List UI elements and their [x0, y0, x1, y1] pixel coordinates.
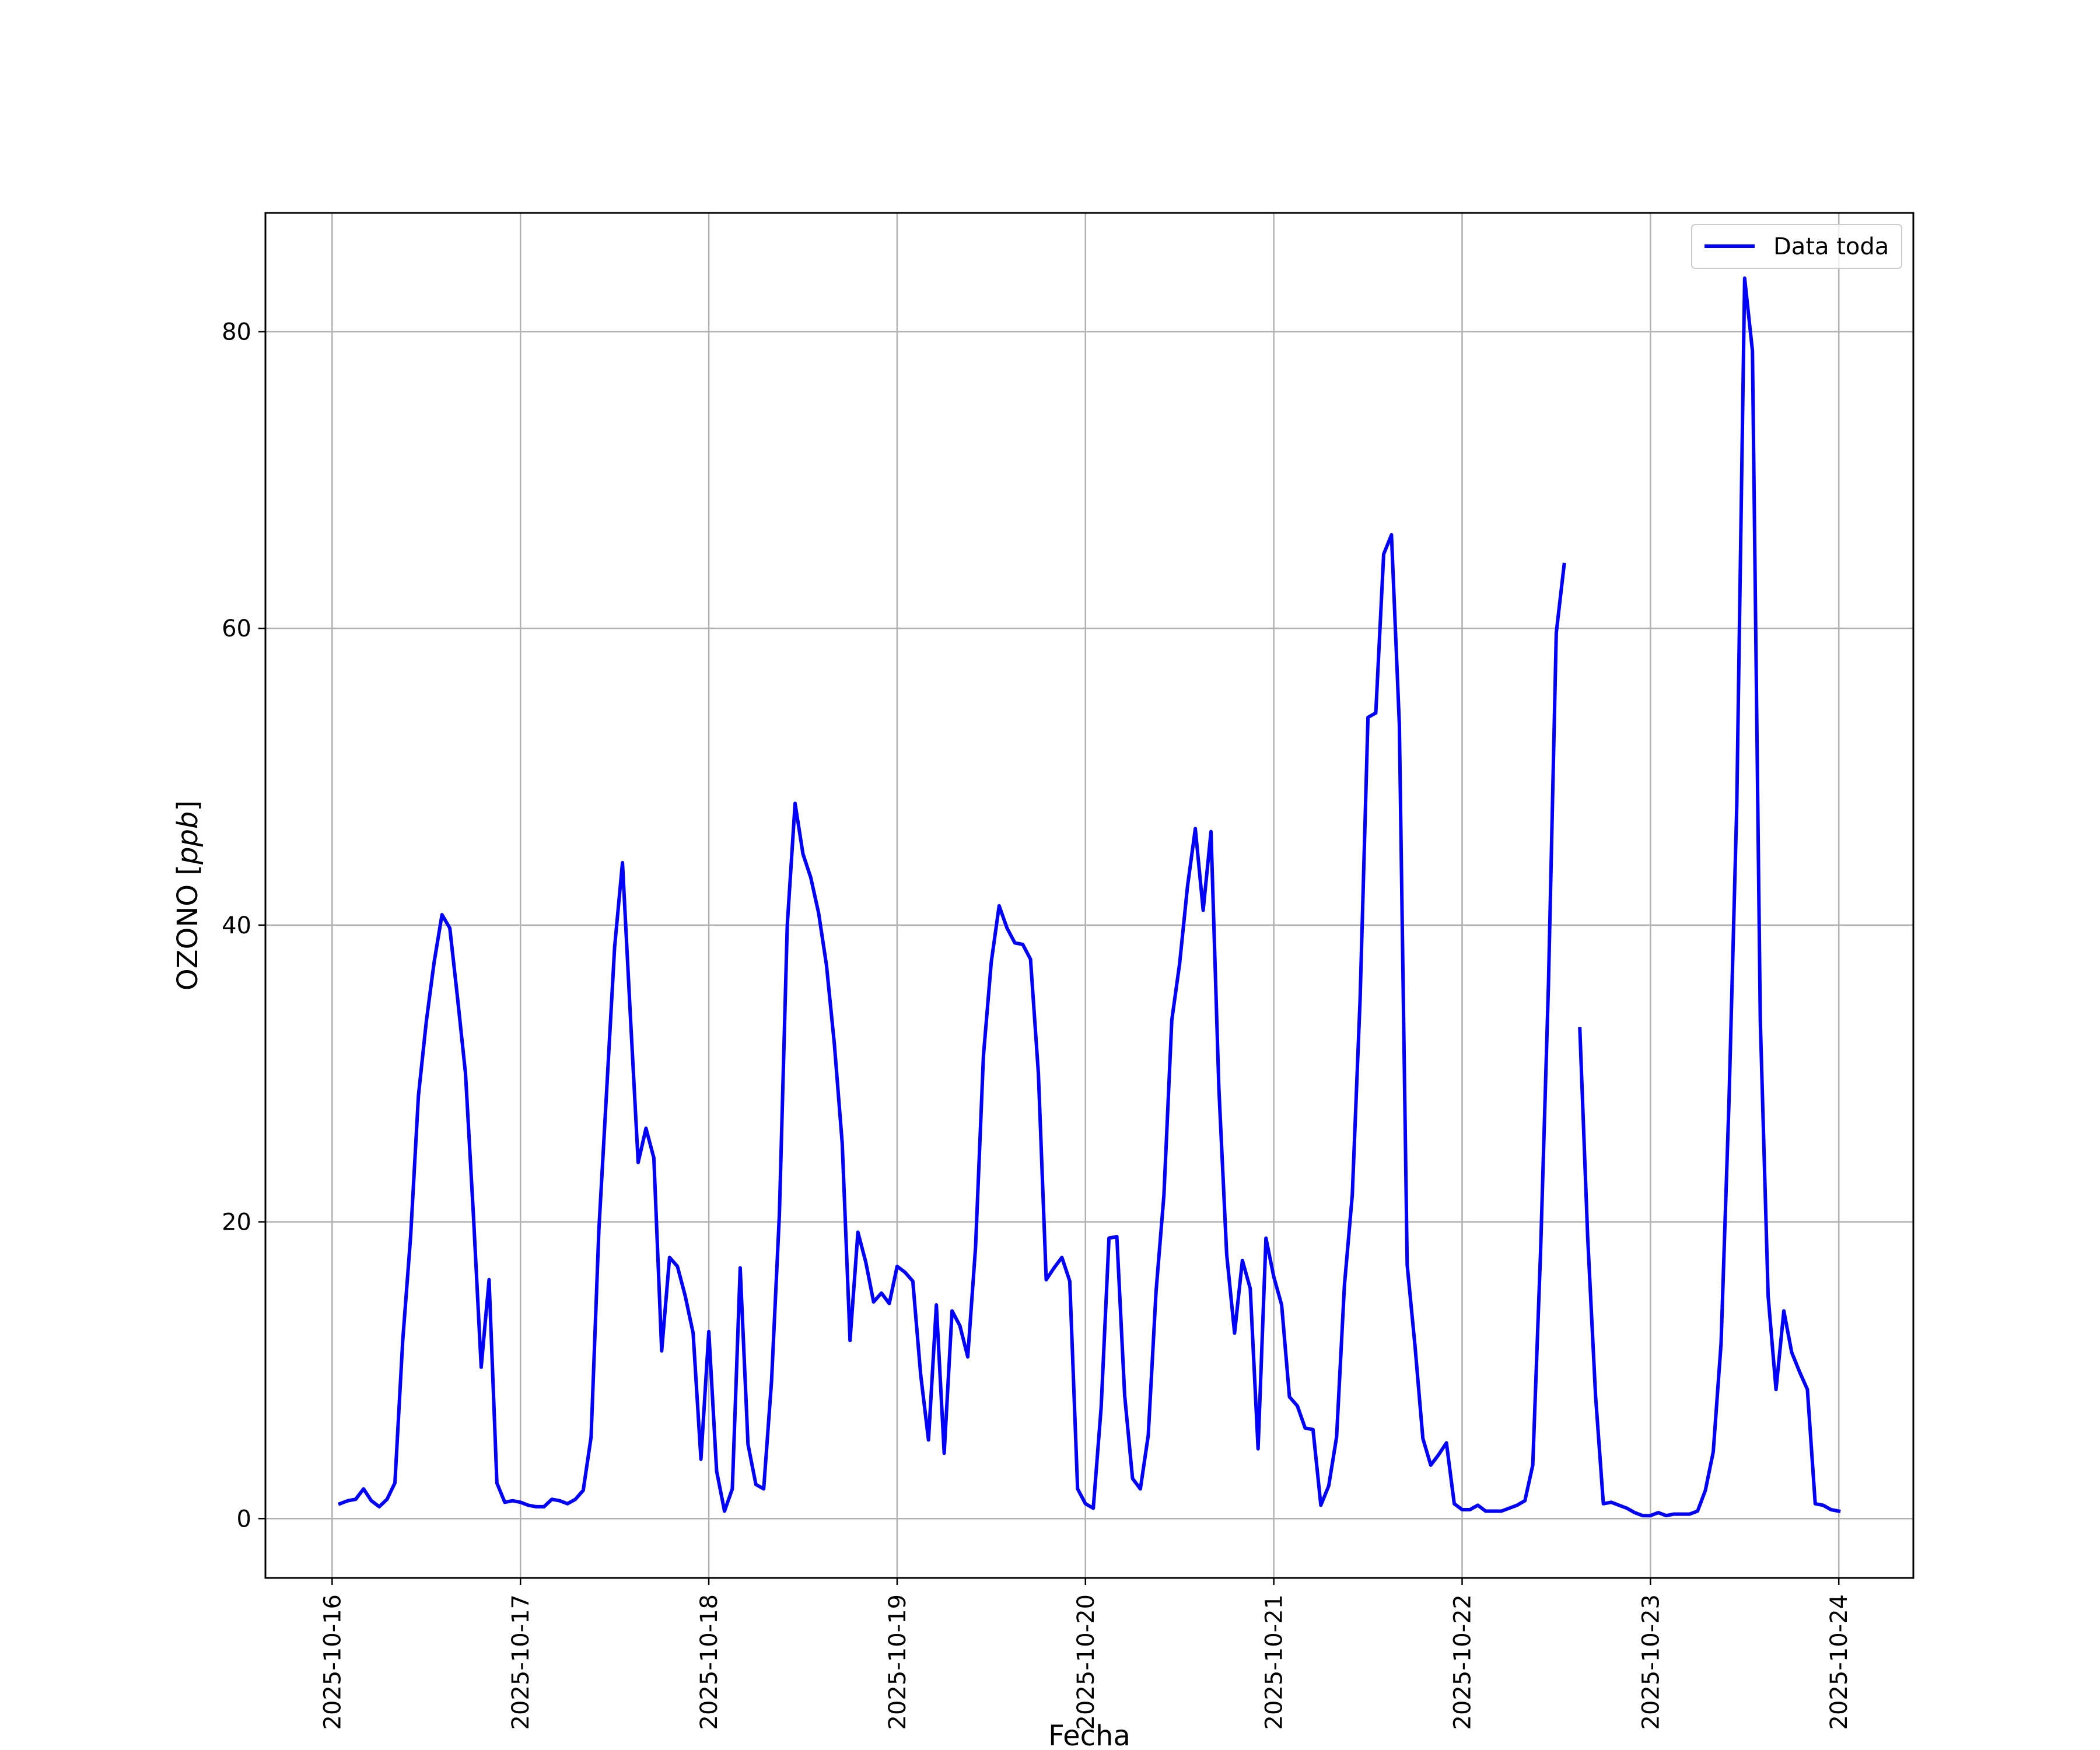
series-layer: [337, 276, 1841, 1518]
y-axis-label-unit: ppb: [172, 811, 204, 865]
x-tick-label: 2025-10-24: [1826, 1594, 1853, 1730]
legend-box: [1691, 224, 1902, 269]
legend-label: Data toda: [1773, 233, 1889, 260]
y-tick-label: 20: [222, 1209, 251, 1236]
x-axis-ticks: 2025-10-16 2025-10-17 2025-10-18 2025-10-19…: [319, 1578, 1853, 1730]
x-tick-label: 2025-10-19: [884, 1594, 911, 1730]
legend: Data toda: [1691, 224, 1902, 269]
x-tick-label: 2025-10-23: [1637, 1594, 1664, 1730]
y-tick-label: 40: [222, 912, 251, 939]
y-axis-label-suffix: ]: [172, 800, 204, 811]
x-axis-label: Fecha: [1048, 1720, 1130, 1750]
x-tick-label: 2025-10-16: [319, 1594, 346, 1730]
x-tick-label: 2025-10-21: [1261, 1594, 1288, 1730]
y-tick-label: 0: [237, 1506, 251, 1532]
grid-lines: [265, 213, 1913, 1578]
y-axis-label-prefix: OZONO [: [172, 864, 204, 991]
y-tick-label: 80: [222, 318, 251, 345]
x-tick-label: 2025-10-18: [696, 1594, 723, 1730]
y-axis-label: OZONO [ppb]: [172, 800, 204, 991]
x-tick-label: 2025-10-22: [1449, 1594, 1476, 1730]
y-axis-ticks: 0 20 40 60 80: [222, 318, 265, 1532]
y-tick-label: 60: [222, 615, 251, 642]
series-line: [337, 276, 1841, 1518]
x-tick-label: 2025-10-17: [508, 1594, 534, 1730]
x-tick-label: 2025-10-20: [1073, 1594, 1100, 1730]
plot-frame: [264, 212, 1915, 1579]
